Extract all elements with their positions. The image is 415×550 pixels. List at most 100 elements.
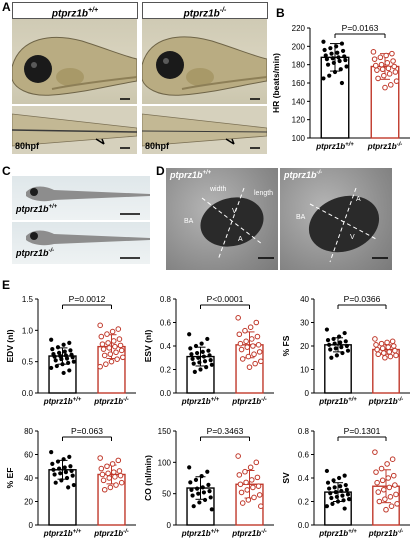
data-point	[379, 477, 386, 484]
data-point	[106, 345, 113, 351]
panel-c-letter: C	[2, 164, 11, 178]
data-point	[189, 487, 194, 493]
data-point	[67, 454, 72, 459]
y-tick-label: 0.6	[298, 451, 310, 460]
category-sup: -/-	[261, 397, 267, 403]
panel-d-label-wt-text: ptprz1b	[170, 170, 203, 180]
data-point	[327, 73, 332, 78]
data-point	[107, 351, 114, 357]
data-point	[63, 470, 68, 475]
data-point	[236, 331, 243, 338]
data-point	[59, 478, 64, 483]
data-point	[325, 480, 331, 485]
data-point	[110, 469, 117, 475]
data-point	[332, 485, 337, 490]
data-point	[112, 474, 118, 480]
data-point	[345, 492, 351, 497]
data-point	[334, 494, 339, 499]
data-point	[110, 338, 117, 344]
data-point	[343, 339, 348, 344]
y-tick-label: 160	[292, 79, 306, 88]
data-point	[191, 361, 196, 366]
data-point	[392, 482, 398, 488]
data-point	[64, 356, 70, 361]
data-point	[337, 58, 342, 64]
data-point	[201, 490, 206, 495]
category-sup: -/-	[397, 142, 403, 148]
y-axis-label: % FS	[281, 335, 291, 356]
data-point	[115, 326, 122, 332]
panel-d-label-wt: ptprz1b+/+	[170, 170, 211, 180]
y-tick-label: 100	[292, 134, 306, 143]
data-point	[372, 449, 378, 455]
data-point	[97, 363, 103, 370]
category-sup: -/-	[123, 529, 129, 535]
data-point	[336, 55, 341, 60]
data-point	[379, 345, 386, 352]
data-point	[244, 344, 251, 350]
data-point	[344, 343, 349, 349]
data-point	[383, 506, 389, 513]
data-point	[389, 50, 395, 57]
category-sup: +/+	[211, 397, 220, 403]
data-point	[117, 342, 124, 349]
heart-ko-drawing	[308, 187, 388, 263]
data-point	[58, 471, 63, 476]
category-sup: -/-	[398, 397, 404, 403]
data-point	[112, 343, 118, 350]
data-point	[331, 478, 336, 483]
data-point	[100, 477, 107, 484]
y-axis-label: EDV (nl)	[5, 329, 15, 362]
category-label: ptprz1b+/+	[181, 397, 220, 406]
data-point	[342, 473, 347, 478]
panel-a-header-ko-text: ptprz1b	[183, 8, 220, 20]
data-point	[207, 353, 212, 358]
data-point	[339, 41, 345, 46]
data-point	[250, 343, 256, 349]
data-point	[327, 486, 332, 491]
data-point	[394, 501, 400, 507]
data-point	[50, 347, 55, 352]
data-point	[338, 340, 343, 345]
data-point	[202, 497, 208, 503]
data-point	[321, 76, 326, 81]
tail-ko-drawing	[142, 113, 267, 149]
data-point	[344, 487, 349, 492]
data-point	[202, 359, 208, 364]
data-point	[389, 456, 396, 463]
data-point	[251, 351, 257, 358]
data-point	[195, 486, 200, 491]
y-tick-label: 180	[292, 61, 306, 70]
panel-d-label-ko: ptprz1b-/-	[284, 170, 322, 180]
y-tick-label: 10	[300, 366, 309, 375]
data-point	[335, 499, 341, 504]
panel-c-label-wt-text: ptprz1b	[16, 204, 49, 214]
data-point	[107, 484, 114, 491]
data-point	[371, 56, 378, 62]
data-point	[393, 78, 400, 84]
data-point	[71, 482, 76, 488]
data-point	[105, 470, 111, 477]
p-value: P=0.0012	[69, 294, 106, 304]
data-point	[328, 491, 333, 496]
data-point	[104, 463, 110, 470]
panel-c-label-wt-sup: +/+	[48, 204, 58, 210]
panel-d-a-label-wt: A	[238, 236, 243, 243]
category-label: ptprz1b+/+	[318, 529, 357, 538]
data-point	[390, 472, 397, 479]
data-point	[392, 347, 398, 354]
data-point	[60, 362, 65, 367]
data-point	[239, 356, 246, 362]
panel-a-header-ko-sup: -/-	[219, 7, 227, 14]
data-point	[374, 346, 380, 353]
data-point	[345, 348, 351, 353]
data-point	[247, 464, 254, 471]
data-point	[237, 481, 244, 488]
data-point	[197, 360, 202, 365]
data-point	[206, 348, 211, 353]
data-point	[251, 494, 257, 501]
data-point	[67, 340, 72, 345]
data-point	[393, 352, 399, 359]
category-sup: -/-	[261, 529, 267, 535]
data-point	[372, 62, 379, 69]
